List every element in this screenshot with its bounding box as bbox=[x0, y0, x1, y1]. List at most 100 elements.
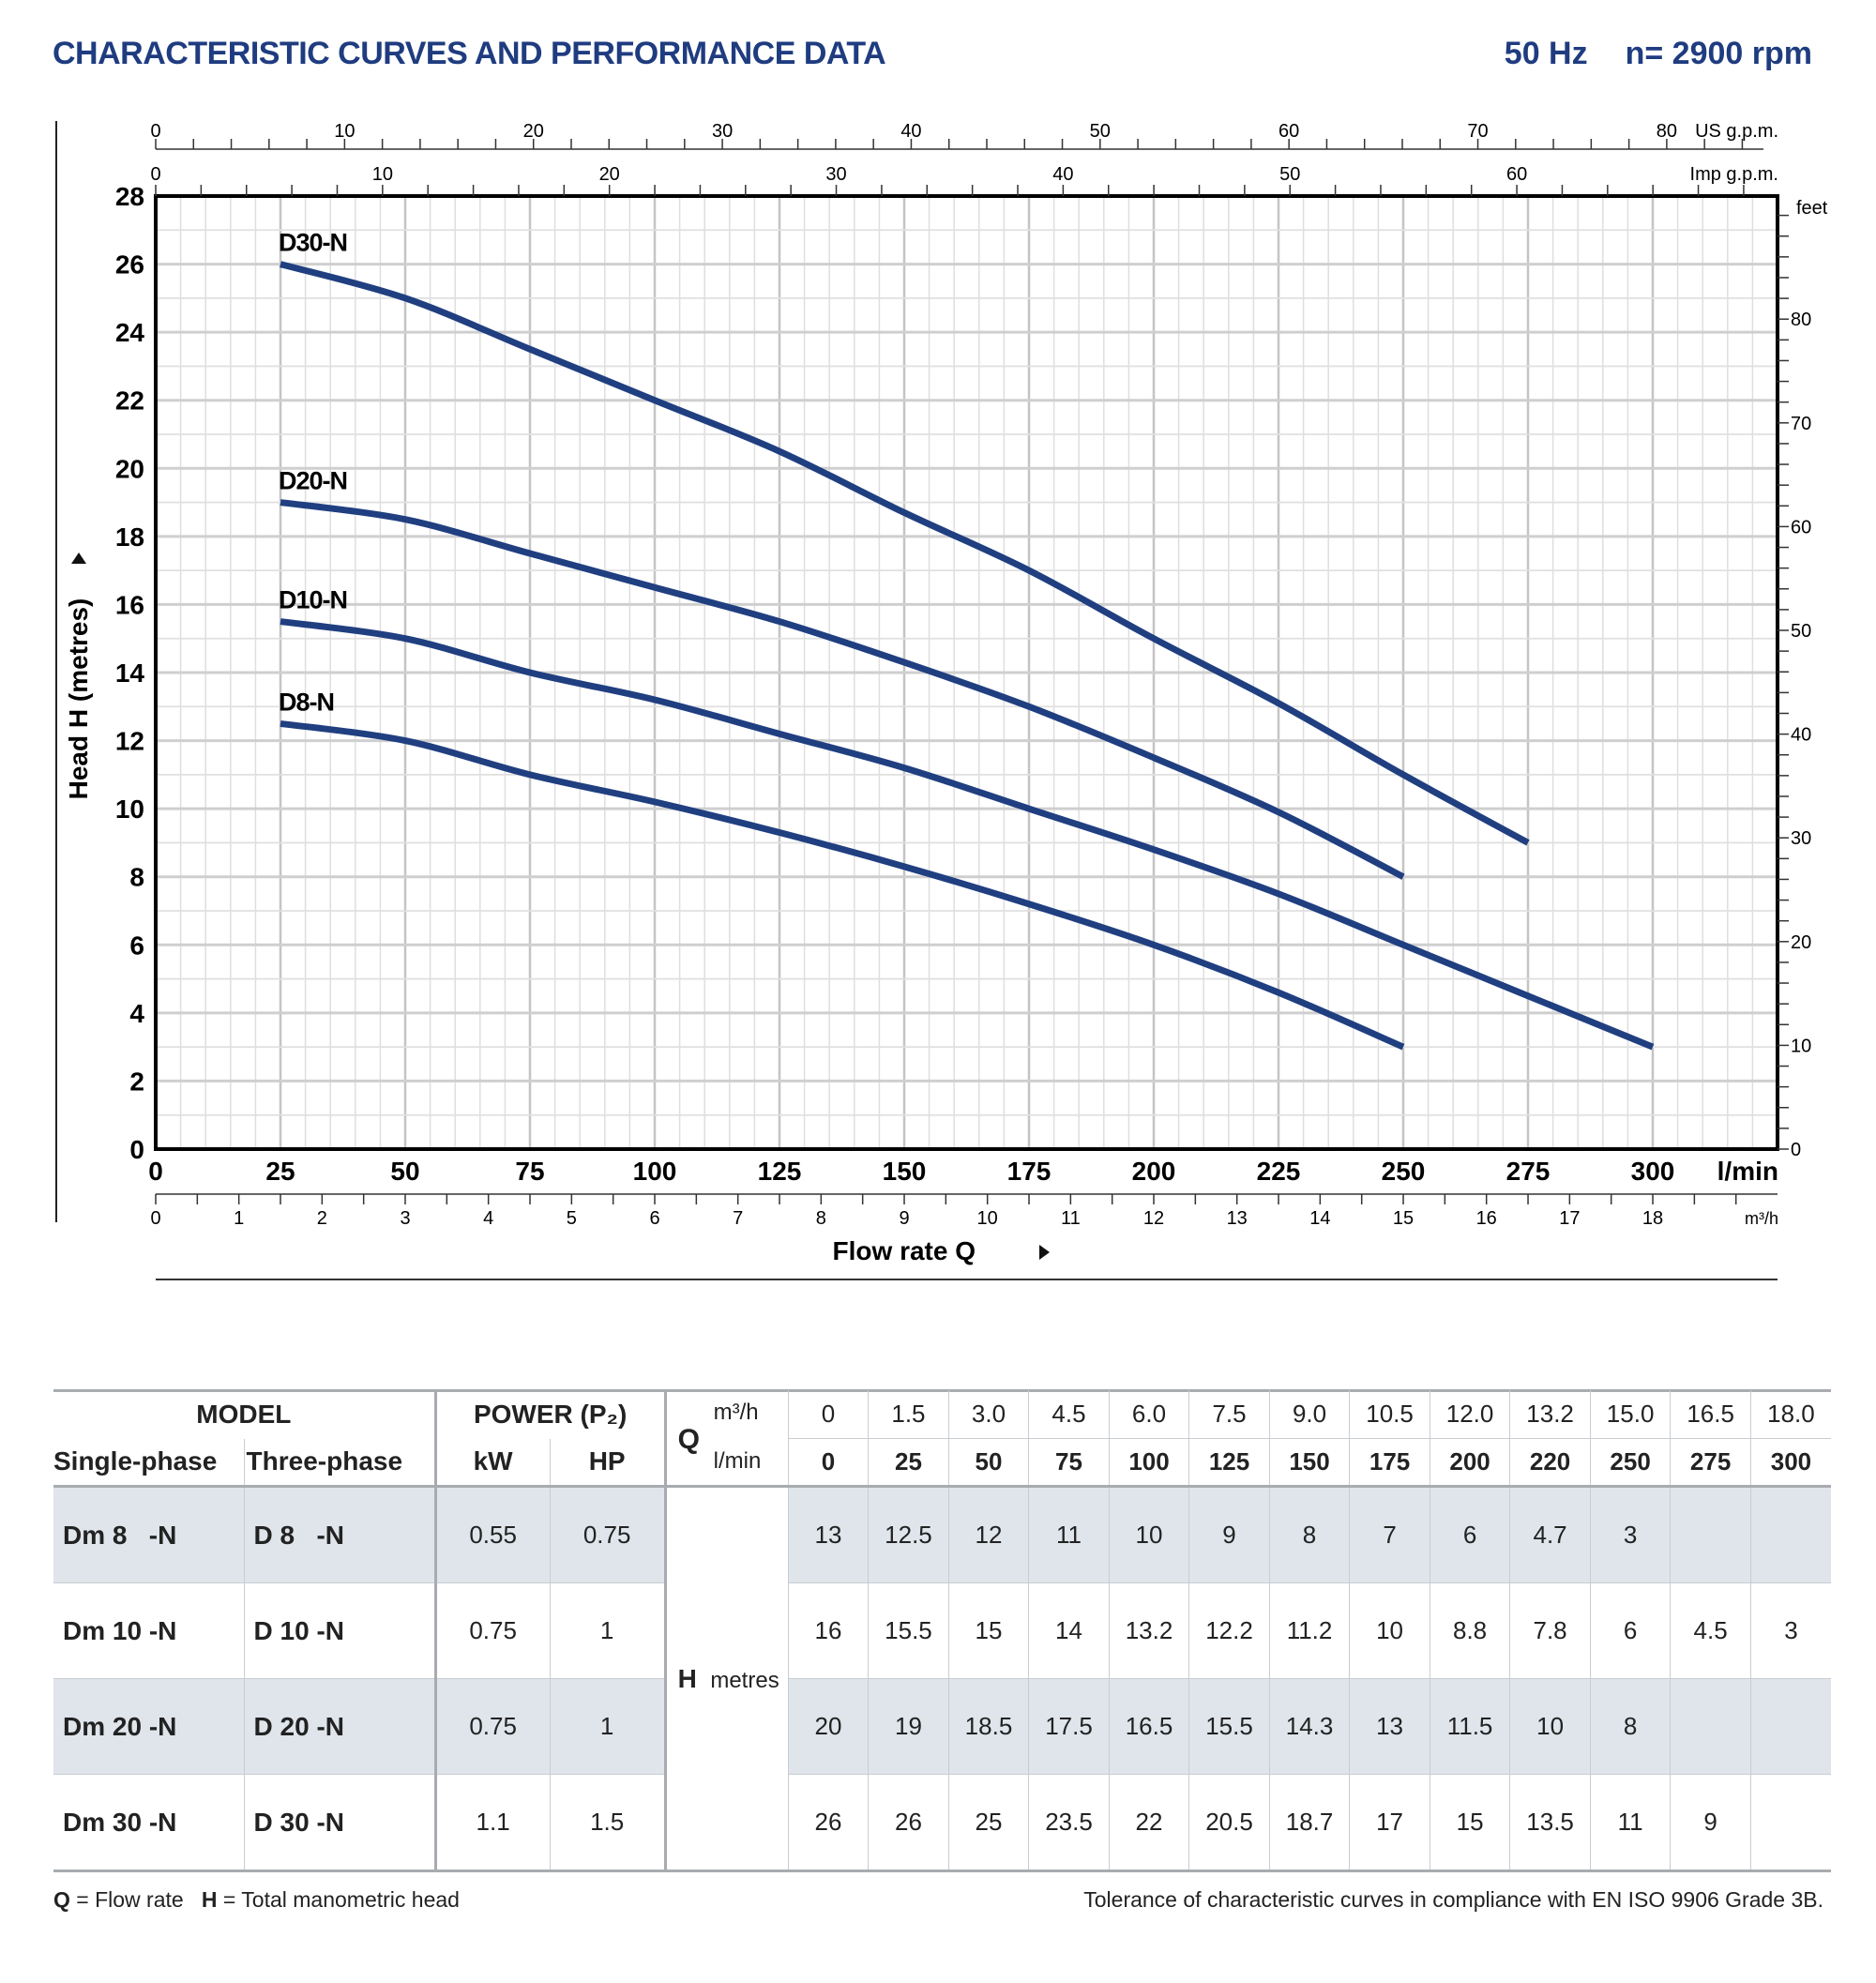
q-lmin-value: 220 bbox=[1509, 1438, 1591, 1485]
feet-tick-label: 10 bbox=[1791, 1036, 1811, 1056]
head-value: 25 bbox=[947, 1774, 1029, 1869]
head-value: 13.2 bbox=[1108, 1582, 1189, 1679]
head-value: 6 bbox=[1589, 1582, 1671, 1679]
power-kw: 1.1 bbox=[433, 1774, 551, 1869]
curve-label: D10-N bbox=[279, 586, 347, 614]
y-tick-label: 20 bbox=[115, 454, 144, 483]
single-phase-model: Dm 10 -N bbox=[53, 1582, 245, 1679]
us-gpm-tick-label: 30 bbox=[712, 121, 733, 142]
three-phase-model: D 10 -N bbox=[243, 1582, 436, 1679]
head-value: 11.2 bbox=[1268, 1582, 1350, 1679]
q-m3h-value: 3.0 bbox=[947, 1390, 1029, 1439]
power-hp: 1.5 bbox=[549, 1774, 666, 1869]
arrow-up-icon bbox=[71, 553, 86, 564]
q-lmin-value: 250 bbox=[1589, 1438, 1671, 1485]
head-value: 17 bbox=[1349, 1774, 1430, 1869]
us-gpm-tick-label: 60 bbox=[1278, 121, 1299, 142]
m3h-tick-label: 15 bbox=[1393, 1208, 1414, 1229]
tolerance-note: Tolerance of characteristic curves in co… bbox=[1083, 1887, 1823, 1912]
head-value: 26 bbox=[787, 1774, 869, 1869]
h-text: = Total manometric head bbox=[217, 1887, 460, 1912]
imp-gpm-tick-label: 20 bbox=[599, 164, 620, 185]
power-hp: 1 bbox=[549, 1582, 666, 1679]
head-value: 8 bbox=[1589, 1678, 1671, 1775]
head-value: 16 bbox=[787, 1582, 869, 1679]
head-value: 26 bbox=[868, 1774, 949, 1869]
y-tick-label: 18 bbox=[115, 522, 144, 552]
y-tick-label: 26 bbox=[115, 250, 144, 280]
m3h-tick-label: 13 bbox=[1227, 1208, 1248, 1229]
q-lmin-value: 275 bbox=[1670, 1438, 1751, 1485]
q-header: Q m³/h l/min bbox=[663, 1390, 789, 1485]
power-hp: 1 bbox=[549, 1678, 666, 1775]
q-lmin-value: 175 bbox=[1349, 1438, 1430, 1485]
head-value: 14 bbox=[1028, 1582, 1110, 1679]
feet-tick-label: 80 bbox=[1791, 310, 1811, 330]
m3h-tick-label: 2 bbox=[317, 1208, 327, 1229]
curve-d20-n bbox=[280, 499, 1405, 880]
head-value: 4.7 bbox=[1509, 1488, 1591, 1583]
feet-tick-label: 50 bbox=[1791, 621, 1811, 642]
m3h-tick-label: 18 bbox=[1642, 1208, 1663, 1229]
x-tick-label: 175 bbox=[1007, 1157, 1051, 1186]
m3h-tick-label: 8 bbox=[816, 1208, 826, 1229]
y-axis-title: Head H (metres) bbox=[64, 598, 93, 800]
us-gpm-tick-label: 50 bbox=[1090, 121, 1111, 142]
imp-gpm-unit: Imp g.p.m. bbox=[1690, 164, 1778, 185]
frequency: 50 Hz bbox=[1504, 36, 1588, 71]
y-tick-label: 14 bbox=[115, 658, 145, 688]
head-value bbox=[1670, 1678, 1751, 1775]
q-m3h-value: 4.5 bbox=[1028, 1390, 1110, 1439]
q-m3h-value: 15.0 bbox=[1589, 1390, 1671, 1439]
m3h-tick-label: 12 bbox=[1143, 1208, 1164, 1229]
curve-d8-n bbox=[280, 719, 1405, 1051]
plot-frame bbox=[154, 194, 1779, 1151]
m3h-tick-label: 5 bbox=[567, 1208, 577, 1229]
q-lmin-value: 50 bbox=[947, 1438, 1029, 1485]
legend-footnote: Q = Flow rate H = Total manometric head bbox=[53, 1887, 460, 1913]
head-value bbox=[1749, 1678, 1831, 1775]
m3h-unit: m³/h bbox=[1745, 1209, 1778, 1228]
feet-tick-label: 30 bbox=[1791, 828, 1811, 849]
m3h-tick-label: 1 bbox=[234, 1208, 244, 1229]
head-value: 10 bbox=[1349, 1582, 1430, 1679]
y-tick-label: 12 bbox=[115, 727, 144, 756]
y-tick-label: 28 bbox=[115, 182, 144, 211]
m3h-tick-label: 10 bbox=[977, 1208, 998, 1229]
imp-gpm-tick-label: 10 bbox=[372, 164, 393, 185]
us-gpm-unit: US g.p.m. bbox=[1695, 121, 1778, 142]
q-key: Q bbox=[53, 1887, 70, 1912]
head-value: 17.5 bbox=[1028, 1678, 1110, 1775]
head-value: 9 bbox=[1188, 1488, 1270, 1583]
x-tick-label: 225 bbox=[1257, 1157, 1301, 1186]
table-row: Dm 20 -N D 20 -N 0.75 1 20 19 18.5 17.5 16.5 15.5… bbox=[53, 1678, 1831, 1775]
q-lmin-value: 100 bbox=[1108, 1438, 1189, 1485]
single-phase-header: Single-phase bbox=[53, 1446, 218, 1476]
feet-tick-label: 40 bbox=[1791, 725, 1811, 746]
table-bottom-rule bbox=[53, 1869, 1831, 1872]
head-value: 13.5 bbox=[1509, 1774, 1591, 1869]
head-value: 14.3 bbox=[1268, 1678, 1350, 1775]
y-tick-label: 16 bbox=[115, 590, 144, 619]
table-row: Dm 30 -N D 30 -N 1.1 1.5 26 26 25 23.5 22 20.5 18.… bbox=[53, 1774, 1831, 1869]
kw-header: kW bbox=[433, 1438, 551, 1485]
head-value: 10 bbox=[1509, 1678, 1591, 1775]
head-value: 11.5 bbox=[1429, 1678, 1510, 1775]
single-phase-model: Dm 8 -N bbox=[53, 1488, 245, 1583]
x-axis-title: Flow rate Q bbox=[833, 1236, 976, 1265]
q-label: Q bbox=[677, 1424, 700, 1455]
imp-gpm-tick-label: 50 bbox=[1279, 164, 1300, 185]
feet-tick-label: 20 bbox=[1791, 932, 1811, 953]
x-tick-label: 300 bbox=[1631, 1157, 1675, 1186]
head-value: 23.5 bbox=[1028, 1774, 1110, 1869]
q-m3h-value: 16.5 bbox=[1670, 1390, 1751, 1439]
y-tick-label: 0 bbox=[129, 1135, 144, 1164]
x-tick-label: 200 bbox=[1132, 1157, 1176, 1186]
q-lmin-value: 75 bbox=[1028, 1438, 1110, 1485]
x-tick-label: 125 bbox=[758, 1157, 802, 1186]
x-tick-label: 275 bbox=[1506, 1157, 1551, 1186]
header-rule bbox=[53, 1485, 1831, 1488]
q-lmin-value: 125 bbox=[1188, 1438, 1270, 1485]
h-metres-label: H metres bbox=[663, 1488, 789, 1869]
